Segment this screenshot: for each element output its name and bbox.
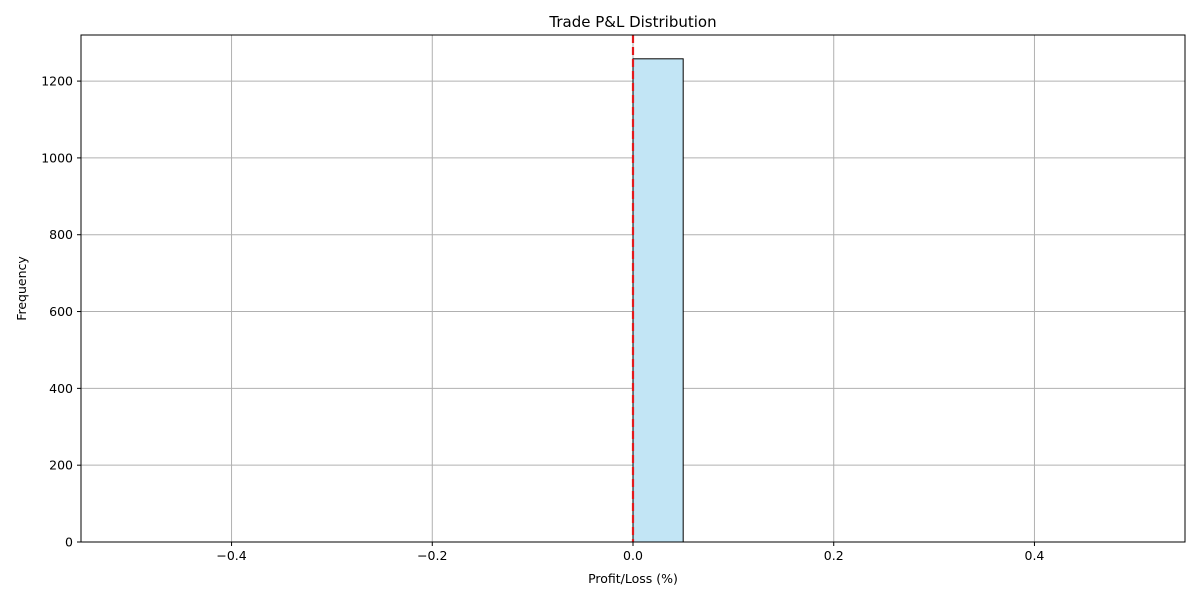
x-tick-label: −0.4	[216, 548, 246, 563]
chart-title: Trade P&L Distribution	[548, 13, 716, 31]
y-tick-label: 400	[49, 381, 73, 396]
y-tick-label: 600	[49, 304, 73, 319]
x-tick-label: 0.0	[623, 548, 643, 563]
histogram-bars	[632, 58, 684, 543]
y-axis-label: Frequency	[14, 256, 29, 321]
x-axis-label: Profit/Loss (%)	[588, 571, 678, 586]
y-tick-label: 800	[49, 227, 73, 242]
x-tick-label: 0.2	[824, 548, 844, 563]
y-tick-label: 1000	[41, 150, 73, 165]
y-tick-label: 0	[65, 535, 73, 550]
x-tick-label: 0.4	[1025, 548, 1045, 563]
y-tick-label: 200	[49, 458, 73, 473]
y-axis-ticks: 0 200 400 600 800 1000 1200	[41, 74, 81, 550]
x-tick-label: −0.2	[417, 548, 447, 563]
histogram-bar	[632, 58, 684, 543]
x-axis-ticks: −0.4 −0.2 0.0 0.2 0.4	[216, 542, 1044, 563]
y-tick-label: 1200	[41, 74, 73, 89]
